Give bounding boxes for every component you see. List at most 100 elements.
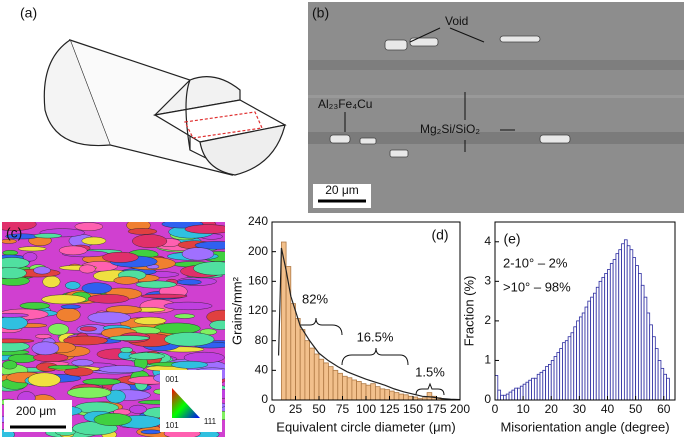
panel-label: (a) (20, 5, 37, 21)
x-tick-label: 10 (516, 402, 530, 416)
grain (47, 365, 79, 370)
bar (503, 394, 507, 401)
x-tick-label: 0 (269, 402, 276, 416)
grain (93, 413, 132, 426)
ipf-label: 111 (204, 417, 217, 426)
annotation: 1.5% (415, 364, 445, 379)
bar (553, 356, 558, 401)
bar (327, 366, 334, 401)
grain (153, 322, 201, 334)
bar (564, 340, 569, 401)
grain (140, 429, 162, 435)
grain (33, 353, 69, 362)
grain (2, 338, 35, 344)
bar (299, 329, 306, 401)
bar (536, 373, 541, 401)
bar (649, 324, 653, 401)
ipf-label: 001 (165, 375, 179, 384)
grain (163, 301, 213, 311)
x-tick-label: 150 (403, 402, 423, 416)
y-tick-label: 40 (255, 363, 269, 377)
bar (356, 381, 362, 401)
bar (407, 395, 414, 401)
bar (295, 318, 301, 401)
annotation: Mg₂Si/SiO₂ (420, 122, 480, 136)
grain (135, 280, 177, 289)
grain (2, 267, 27, 279)
grain (33, 266, 51, 275)
grain (41, 294, 87, 305)
bar (612, 259, 617, 401)
bar (646, 312, 651, 401)
grain (140, 293, 188, 299)
annotation: Void (445, 14, 468, 28)
bar (342, 375, 348, 401)
bar (632, 257, 637, 401)
bar (550, 360, 555, 401)
y-axis-label: Fraction (%) (461, 276, 476, 347)
grain (174, 313, 196, 319)
bar (584, 306, 589, 401)
bar (403, 394, 409, 401)
grain (2, 239, 17, 244)
grain (27, 372, 61, 387)
bar (556, 352, 561, 401)
y-tick-label: 160 (248, 274, 268, 288)
bar (640, 284, 645, 401)
grain (2, 313, 29, 318)
grain (35, 334, 52, 339)
y-tick-label: 4 (484, 234, 491, 248)
x-axis-label: Equivalent circle diameter (μm) (276, 419, 455, 434)
grain (63, 335, 108, 346)
x-tick-label: 0 (492, 402, 499, 416)
bar (360, 383, 367, 401)
annotation: Al₂₃Fe₄Cu (318, 97, 372, 111)
grain (60, 304, 81, 309)
bar (623, 239, 628, 401)
bar (497, 389, 502, 401)
y-tick-label: 200 (248, 244, 268, 258)
x-tick-label: 50 (629, 402, 643, 416)
y-tick-label: 240 (248, 214, 268, 228)
bar (323, 362, 329, 401)
grain (71, 359, 94, 367)
grain (17, 246, 47, 252)
bar (660, 367, 665, 401)
y-tick-label: 0 (261, 392, 268, 406)
grain (133, 316, 167, 325)
bar (598, 280, 603, 401)
grain (164, 332, 215, 347)
bar (601, 276, 606, 401)
grain (194, 241, 225, 250)
grain (171, 360, 208, 369)
x-tick-label: 50 (312, 402, 326, 416)
grain (181, 247, 215, 261)
y-axis-label: Grains/mm² (229, 276, 244, 345)
bar (657, 360, 662, 401)
grain (132, 234, 168, 248)
grain (2, 360, 18, 370)
annotation: 82% (302, 291, 328, 306)
bar (389, 390, 395, 401)
bar (398, 393, 404, 401)
grain (209, 320, 225, 330)
grain (48, 323, 70, 336)
y-tick-label: 3 (484, 274, 491, 288)
x-tick-label: 20 (545, 402, 559, 416)
grain (58, 245, 88, 256)
bar (621, 243, 625, 401)
panel-label: (b) (312, 5, 329, 21)
cylinder-sketch (43, 39, 287, 176)
grain (129, 404, 147, 414)
grain (109, 335, 150, 341)
grain (2, 315, 28, 330)
bar (562, 342, 566, 401)
bar (615, 253, 620, 401)
x-tick-label: 100 (356, 402, 376, 416)
bar (652, 336, 656, 401)
bar (654, 348, 659, 401)
bar (573, 326, 577, 401)
bar (643, 296, 648, 401)
grain (42, 275, 61, 288)
